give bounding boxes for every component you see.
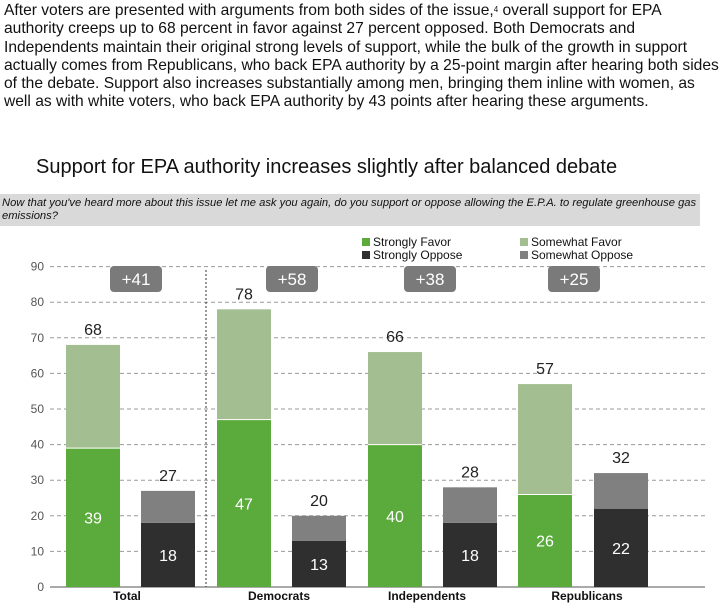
data-label-strongly-oppose: 13 (310, 557, 328, 574)
bar-strongly-favor (217, 419, 271, 587)
net-margin-label: +25 (560, 270, 589, 289)
bar-somewhat-oppose (292, 515, 346, 541)
data-label-strongly-favor: 26 (536, 534, 554, 551)
data-label-oppose-total: 27 (159, 468, 177, 485)
legend-swatch (520, 251, 528, 259)
data-label-strongly-oppose: 18 (159, 548, 177, 565)
intro-paragraph: After voters are presented with argument… (4, 2, 719, 111)
x-category-label: Republicans (551, 589, 623, 603)
bar-strongly-favor (368, 444, 422, 587)
net-margin-badge (266, 266, 318, 292)
bar-strongly-oppose (141, 522, 195, 587)
bar-strongly-favor (518, 494, 572, 587)
net-margin-badge (548, 266, 600, 292)
legend-swatch (520, 238, 528, 246)
bar-somewhat-oppose (443, 487, 497, 523)
x-category-label: Democrats (248, 589, 310, 603)
net-margin-label: +58 (278, 270, 307, 289)
data-label-strongly-oppose: 18 (461, 548, 479, 565)
legend-swatch (362, 238, 370, 246)
bar-strongly-favor (66, 448, 120, 587)
y-tick-label: 70 (31, 331, 45, 345)
data-label-favor-total: 57 (536, 361, 554, 378)
data-label-oppose-total: 32 (612, 450, 630, 467)
y-tick-label: 80 (31, 295, 45, 309)
y-tick-label: 10 (31, 544, 45, 558)
bar-strongly-oppose (594, 508, 648, 587)
bar-somewhat-oppose (141, 490, 195, 523)
survey-question: Now that you've heard more about this is… (0, 194, 700, 226)
y-tick-label: 30 (31, 473, 45, 487)
legend-item-strongly-favor: Strongly Favor (362, 235, 451, 249)
y-tick-label: 90 (31, 260, 45, 274)
bar-strongly-oppose (292, 540, 346, 587)
data-label-favor-total: 68 (84, 322, 102, 339)
net-margin-badge (404, 266, 456, 292)
y-tick-label: 40 (31, 438, 45, 452)
bar-somewhat-favor (217, 309, 271, 420)
y-tick-label: 20 (31, 509, 45, 523)
bar-somewhat-favor (518, 384, 572, 495)
data-label-strongly-favor: 39 (84, 511, 102, 528)
x-category-label: Total (113, 589, 141, 603)
y-tick-label: 50 (31, 402, 45, 416)
data-label-oppose-total: 20 (310, 493, 328, 510)
bar-somewhat-oppose (594, 473, 648, 509)
data-label-favor-total: 78 (235, 286, 253, 303)
bar-strongly-oppose (443, 522, 497, 587)
bar-somewhat-favor (66, 344, 120, 449)
legend-item-strongly-oppose: Strongly Oppose (362, 248, 462, 262)
y-tick-label: 0 (37, 580, 44, 594)
legend-swatch (362, 251, 370, 259)
data-label-oppose-total: 28 (461, 464, 479, 481)
net-margin-label: +38 (416, 270, 445, 289)
data-label-strongly-oppose: 22 (612, 541, 630, 558)
data-label-strongly-favor: 40 (386, 509, 404, 526)
footnote-marker: 4 (493, 5, 499, 14)
legend-item-somewhat-favor: Somewhat Favor (520, 235, 622, 249)
y-tick-label: 60 (31, 366, 45, 380)
data-label-strongly-favor: 47 (235, 496, 253, 513)
chart-title: Support for EPA authority increases slig… (36, 156, 618, 178)
x-category-label: Independents (388, 589, 466, 603)
legend-item-somewhat-oppose: Somewhat Oppose (520, 248, 633, 262)
net-margin-badge (110, 266, 162, 292)
net-margin-label: +41 (122, 270, 151, 289)
data-label-favor-total: 66 (386, 329, 404, 346)
bar-somewhat-favor (368, 352, 422, 445)
